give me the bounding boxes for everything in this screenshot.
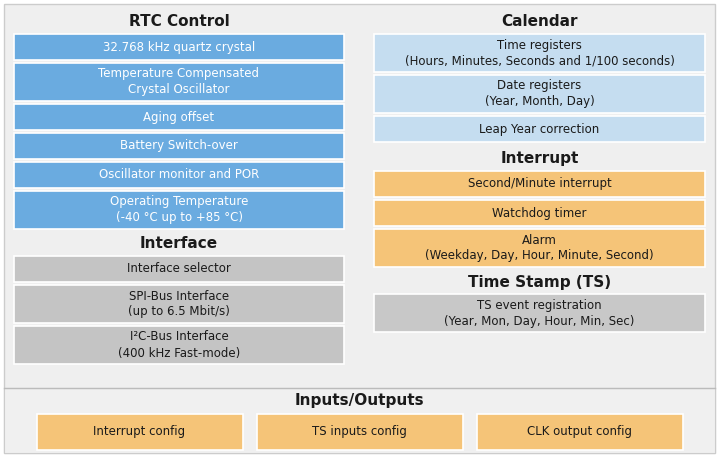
Text: Leap Year correction: Leap Year correction	[480, 122, 600, 135]
Text: Aging offset: Aging offset	[143, 111, 214, 123]
Text: RTC Control: RTC Control	[129, 15, 229, 30]
Text: Interrupt: Interrupt	[500, 152, 579, 166]
Text: Interface selector: Interface selector	[127, 262, 231, 276]
Text: TS event registration
(Year, Mon, Day, Hour, Min, Sec): TS event registration (Year, Mon, Day, H…	[444, 298, 635, 328]
Bar	[374, 200, 705, 226]
Bar	[14, 63, 344, 101]
Bar	[374, 75, 705, 113]
Text: Calendar: Calendar	[501, 15, 578, 30]
Text: Time Stamp (TS): Time Stamp (TS)	[468, 275, 611, 289]
Text: Inputs/Outputs: Inputs/Outputs	[295, 393, 424, 408]
Bar	[14, 133, 344, 159]
Bar	[14, 104, 344, 130]
Bar	[257, 414, 462, 450]
Text: Temperature Compensated
Crystal Oscillator: Temperature Compensated Crystal Oscillat…	[99, 68, 260, 96]
Bar	[477, 414, 682, 450]
Bar	[374, 34, 705, 72]
Bar	[14, 191, 344, 229]
Text: Battery Switch-over: Battery Switch-over	[120, 139, 238, 153]
Bar	[14, 256, 344, 282]
Text: Watchdog timer: Watchdog timer	[493, 207, 587, 219]
Bar	[374, 229, 705, 267]
Bar	[14, 34, 344, 60]
Text: Date registers
(Year, Month, Day): Date registers (Year, Month, Day)	[485, 80, 595, 108]
Text: Oscillator monitor and POR: Oscillator monitor and POR	[99, 169, 259, 181]
Text: CLK output config: CLK output config	[527, 425, 632, 439]
Bar	[14, 285, 344, 323]
Bar	[374, 171, 705, 197]
Bar	[14, 162, 344, 188]
Text: Interface: Interface	[140, 237, 218, 251]
Bar	[374, 294, 705, 332]
Text: Operating Temperature
(-40 °C up to +85 °C): Operating Temperature (-40 °C up to +85 …	[110, 196, 248, 224]
Text: Interrupt config: Interrupt config	[93, 425, 186, 439]
Bar	[37, 414, 242, 450]
Text: 32.768 kHz quartz crystal: 32.768 kHz quartz crystal	[103, 41, 255, 53]
Text: I²C-Bus Interface
(400 kHz Fast-mode): I²C-Bus Interface (400 kHz Fast-mode)	[118, 330, 240, 360]
Text: Alarm
(Weekday, Day, Hour, Minute, Second): Alarm (Weekday, Day, Hour, Minute, Secon…	[425, 234, 654, 262]
Bar	[374, 116, 705, 142]
Bar	[14, 326, 344, 364]
Text: TS inputs config: TS inputs config	[312, 425, 407, 439]
Text: Second/Minute interrupt: Second/Minute interrupt	[467, 177, 611, 191]
Text: Time registers
(Hours, Minutes, Seconds and 1/100 seconds): Time registers (Hours, Minutes, Seconds …	[405, 38, 674, 68]
Text: SPI-Bus Interface
(up to 6.5 Mbit/s): SPI-Bus Interface (up to 6.5 Mbit/s)	[128, 289, 230, 319]
Bar	[4, 388, 715, 453]
